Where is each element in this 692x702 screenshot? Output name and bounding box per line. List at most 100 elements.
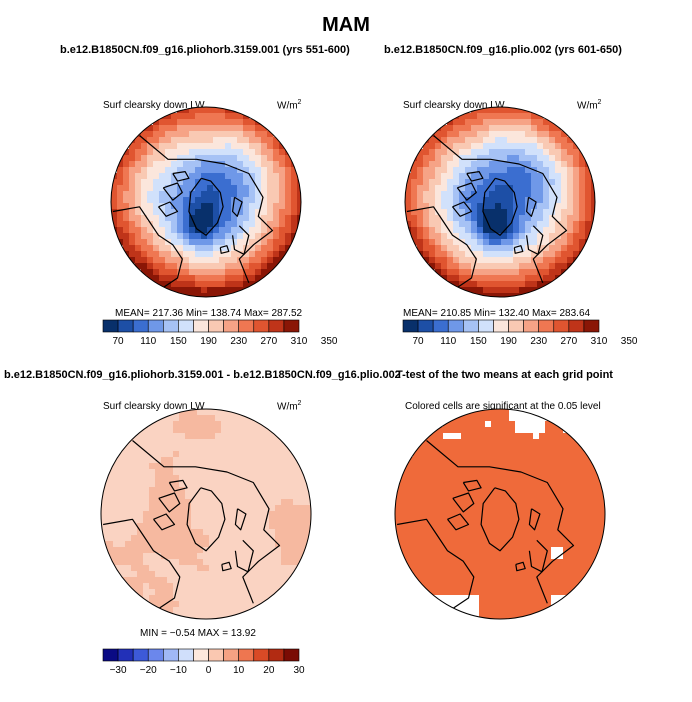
data-cell <box>237 239 244 246</box>
data-cell <box>219 221 226 228</box>
data-cell <box>273 173 280 180</box>
data-cell <box>255 281 262 288</box>
data-cell <box>501 125 508 132</box>
data-cell <box>417 173 424 180</box>
data-cell <box>251 577 258 584</box>
data-cell <box>257 511 264 518</box>
data-cell <box>443 595 450 602</box>
data-cell <box>519 209 526 216</box>
data-cell <box>567 149 574 156</box>
data-cell <box>453 137 460 144</box>
data-cell <box>281 577 288 584</box>
data-cell <box>419 463 426 470</box>
data-cell <box>431 505 438 512</box>
data-cell <box>269 487 276 494</box>
data-cell <box>549 251 556 258</box>
data-cell <box>545 421 552 428</box>
data-cell <box>461 601 468 608</box>
data-cell <box>561 245 568 252</box>
data-cell <box>249 257 256 264</box>
data-cell <box>177 161 184 168</box>
colorbar-tick-label: 350 <box>321 336 338 347</box>
data-cell <box>179 517 186 524</box>
data-cell <box>159 125 166 132</box>
data-cell <box>207 203 214 210</box>
data-cell <box>239 445 246 452</box>
data-cell <box>417 149 424 156</box>
data-cell <box>279 191 286 198</box>
data-cell <box>299 547 306 554</box>
data-cell <box>543 185 550 192</box>
data-cell <box>405 215 412 222</box>
data-cell <box>527 523 534 530</box>
data-cell <box>539 577 546 584</box>
data-cell <box>417 203 424 210</box>
data-cell <box>539 541 546 548</box>
data-cell <box>131 451 138 458</box>
data-cell <box>291 179 298 186</box>
data-cell <box>123 197 130 204</box>
data-cell <box>563 517 570 524</box>
data-cell <box>165 203 172 210</box>
data-cell <box>249 209 256 216</box>
data-cell <box>183 143 190 150</box>
data-cell <box>521 457 528 464</box>
data-cell <box>563 529 570 536</box>
data-cell <box>461 511 468 518</box>
data-cell <box>447 161 454 168</box>
data-cell <box>147 131 154 138</box>
data-cell <box>233 475 240 482</box>
data-cell <box>429 227 436 234</box>
data-cell <box>255 251 262 258</box>
data-cell <box>195 203 202 210</box>
data-cell <box>189 251 196 258</box>
data-cell <box>551 517 558 524</box>
data-cell <box>233 607 240 614</box>
data-cell <box>237 251 244 258</box>
data-cell <box>497 583 504 590</box>
data-cell <box>275 565 282 572</box>
data-cell <box>539 421 546 428</box>
data-cell <box>213 173 220 180</box>
data-cell <box>453 191 460 198</box>
data-cell <box>561 251 568 258</box>
data-cell <box>423 203 430 210</box>
data-cell <box>491 571 498 578</box>
data-cell <box>171 167 178 174</box>
data-cell <box>587 487 594 494</box>
data-cell <box>453 149 460 156</box>
data-cell <box>435 137 442 144</box>
data-cell <box>539 583 546 590</box>
data-cell <box>213 119 220 126</box>
data-cell <box>455 541 462 548</box>
data-cell <box>413 523 420 530</box>
data-cell <box>177 215 184 222</box>
data-cell <box>489 131 496 138</box>
data-cell <box>581 547 588 554</box>
data-cell <box>243 209 250 216</box>
data-cell <box>449 427 456 434</box>
data-cell <box>179 565 186 572</box>
data-cell <box>495 269 502 276</box>
data-cell <box>527 415 534 422</box>
data-cell <box>513 113 520 120</box>
data-cell <box>509 409 516 416</box>
data-cell <box>191 553 198 560</box>
data-cell <box>269 451 276 458</box>
data-cell <box>183 221 190 228</box>
data-cell <box>215 445 222 452</box>
data-cell <box>185 601 192 608</box>
data-cell <box>215 571 222 578</box>
data-cell <box>245 577 252 584</box>
data-cell <box>533 433 540 440</box>
data-cell <box>119 469 126 476</box>
data-cell <box>507 137 514 144</box>
data-cell <box>581 499 588 506</box>
data-cell <box>417 221 424 228</box>
data-cell <box>449 439 456 446</box>
data-cell <box>543 179 550 186</box>
data-cell <box>213 233 220 240</box>
data-cell <box>143 475 150 482</box>
data-cell <box>287 499 294 506</box>
data-cell <box>525 269 532 276</box>
